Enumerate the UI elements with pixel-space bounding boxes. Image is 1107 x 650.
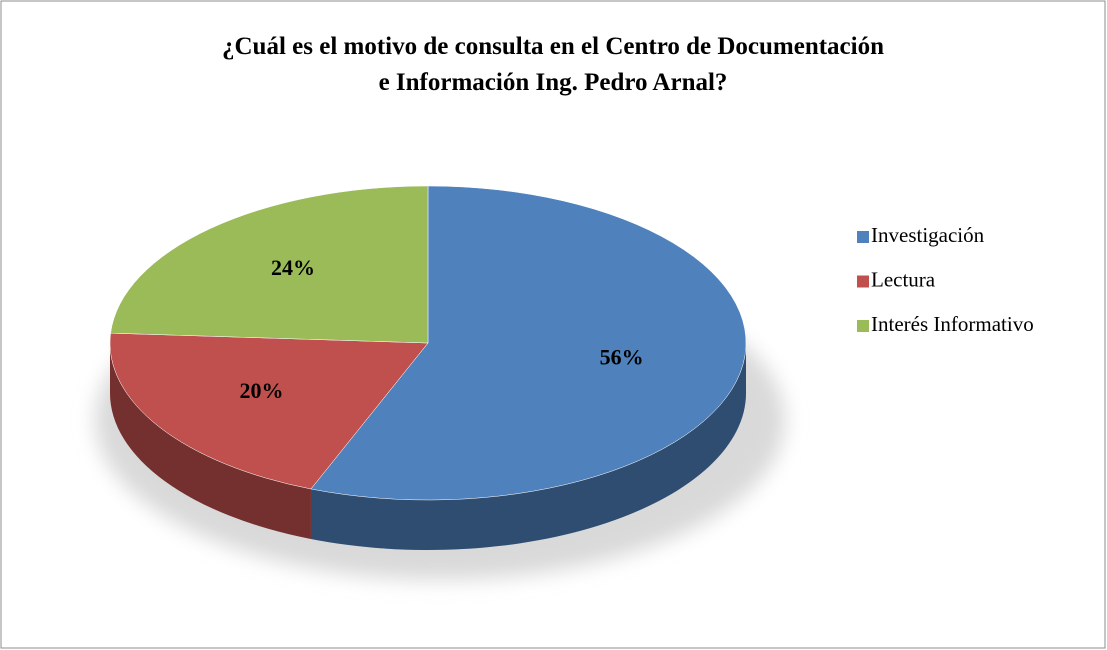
data-label: 24% xyxy=(271,255,315,280)
data-label: 20% xyxy=(240,378,284,403)
legend-swatch xyxy=(857,231,869,243)
pie-slice xyxy=(310,185,747,501)
chart-title: e Información Ing. Pedro Arnal? xyxy=(379,69,728,96)
legend-label: Lectura xyxy=(871,267,936,291)
legend-label: Interés Informativo xyxy=(871,312,1034,336)
legend-swatch xyxy=(857,275,869,288)
legend-swatch xyxy=(857,320,869,332)
chart-title: ¿Cuál es el motivo de consulta en el Cen… xyxy=(222,33,884,60)
pie-side xyxy=(310,343,746,550)
pie-side-shade xyxy=(310,343,746,550)
pie-slice xyxy=(110,185,429,344)
pie-side xyxy=(110,343,311,539)
legend-label: Investigación xyxy=(871,223,985,247)
data-label: 56% xyxy=(600,344,644,369)
pie-slice xyxy=(109,332,429,490)
pie-side-shade xyxy=(110,343,311,539)
